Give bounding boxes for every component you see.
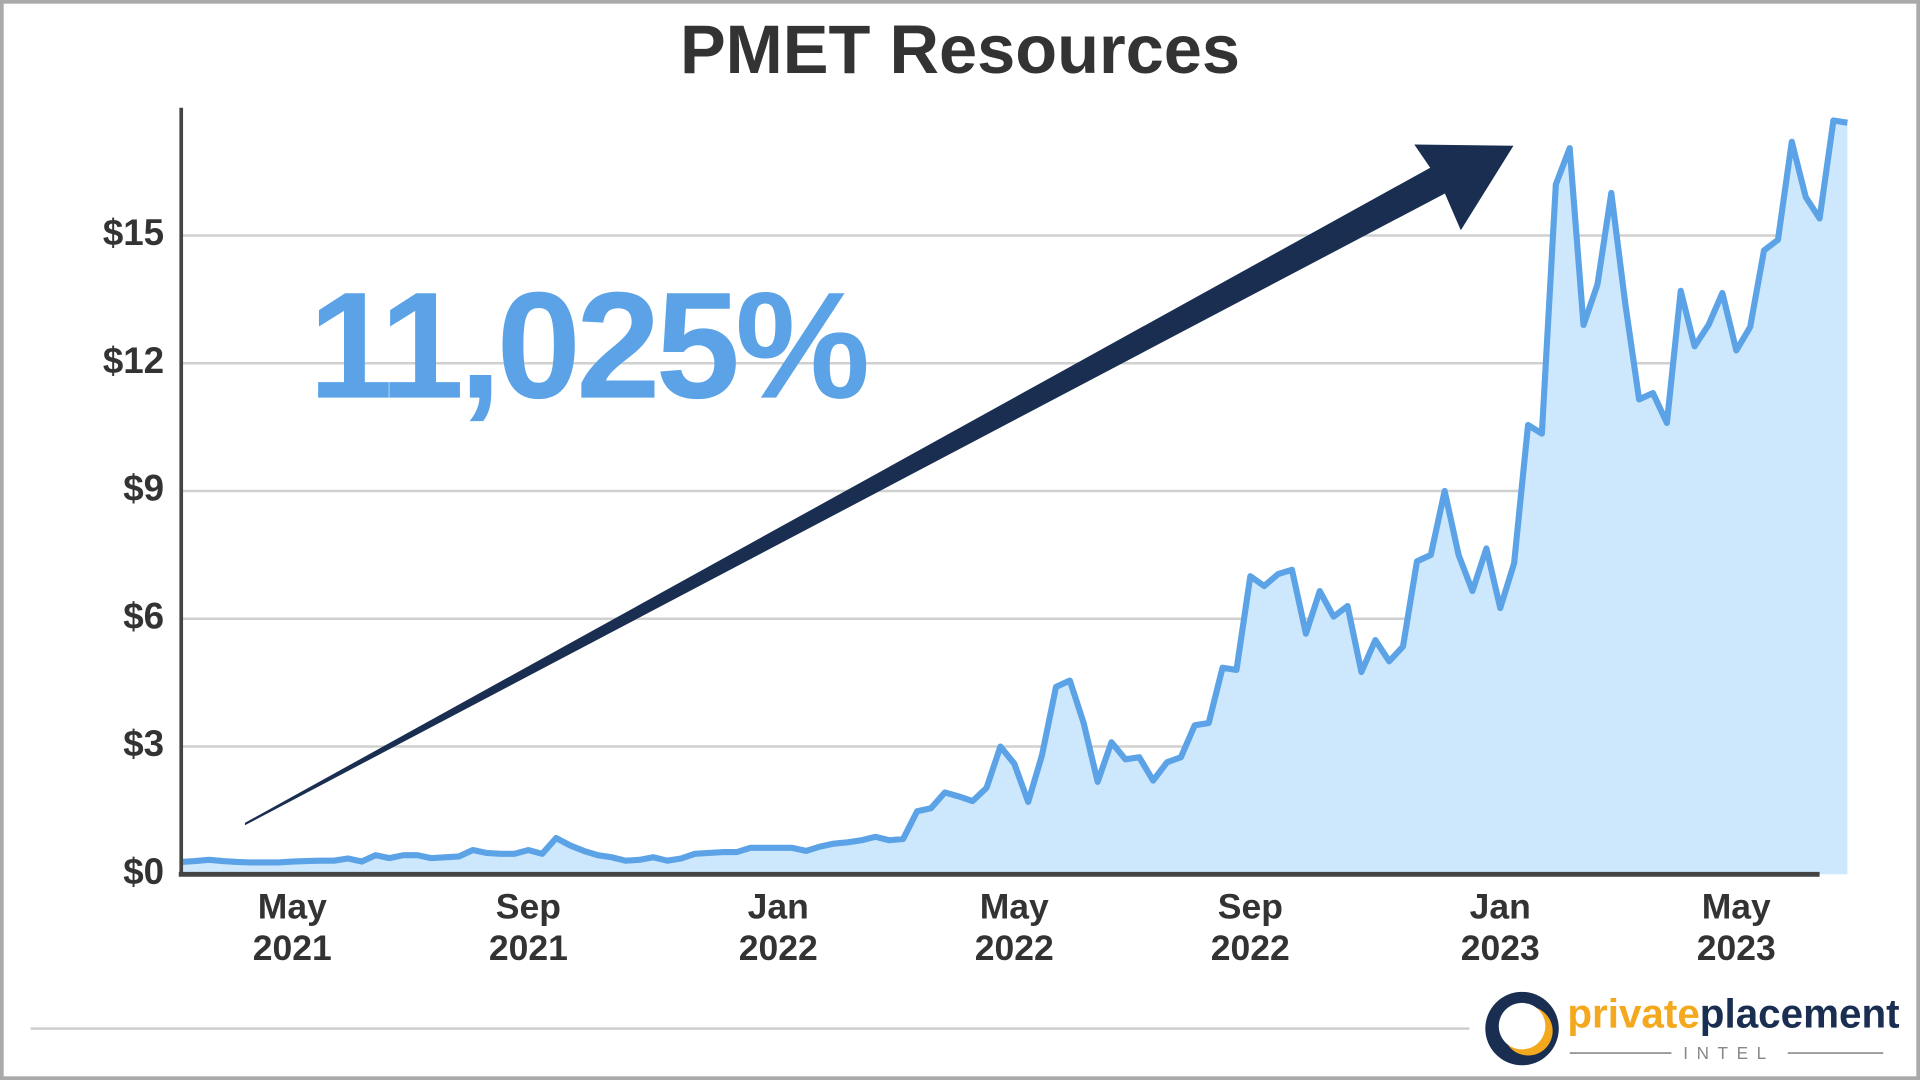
x-tick-label-box: Jan 2023 [1460,887,1540,969]
price-line [181,117,1848,866]
brand-second: placement [1700,990,1900,1036]
x-tick-label-box: Sep 2021 [488,887,568,969]
x-tick-label: May 2023 [1696,887,1776,969]
brand-name: privateplacement [1567,990,1899,1036]
x-tick-label-box: Jan 2022 [738,887,818,969]
x-tick-label-box: May 2022 [974,887,1054,969]
trend-arrow [244,144,1514,826]
y-tick-label: $6 [123,595,164,636]
x-tick-label-box: May 2023 [1696,887,1776,969]
y-tick-label: $15 [103,212,164,253]
x-tick-label: May 2021 [252,887,332,969]
x-tick-label: May 2022 [974,887,1054,969]
logo: privateplacement INTEL [1485,990,1900,1066]
y-tick-label: $9 [123,468,164,509]
x-tick-label: Jan 2023 [1460,887,1540,969]
x-tick-label: Sep 2022 [1210,887,1290,969]
y-tick-label: $12 [103,340,164,381]
brand-tagline: INTEL [1683,1043,1774,1063]
x-tick-label: Jan 2022 [738,887,818,969]
x-tick-label-box: May 2021 [252,887,332,969]
logo-core [1498,1002,1546,1050]
y-tick-label: $0 [123,851,164,892]
growth-annotation: 11,025% [309,262,867,431]
area-fill [181,120,1848,875]
x-tick-label: Sep 2021 [488,887,568,969]
x-tick-label-box: Sep 2022 [1210,887,1290,969]
chart-title: PMET Resources [680,11,1240,88]
y-tick-label: $3 [123,723,164,764]
brand-first: private [1567,990,1699,1036]
